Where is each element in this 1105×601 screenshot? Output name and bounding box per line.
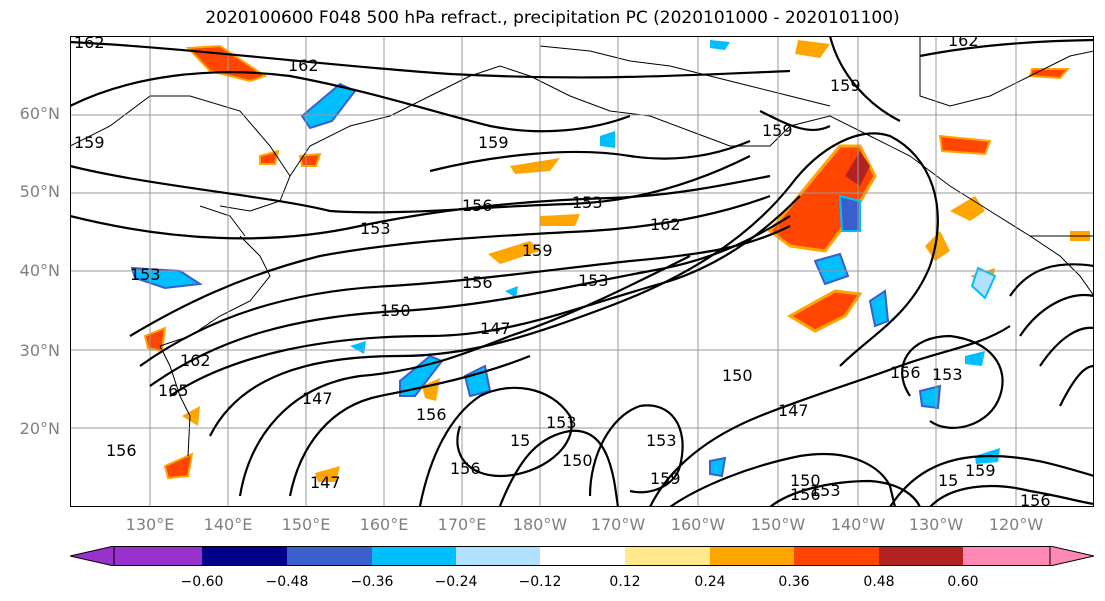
- refractivity-contours: [70, 36, 1094, 507]
- lon-label-160w: 160°W: [670, 515, 726, 534]
- colorbar-tick: −0.48: [265, 574, 309, 590]
- contour-label: 147: [302, 389, 333, 408]
- contour-label: 156: [462, 273, 493, 292]
- precip-shading: [130, 40, 1090, 482]
- contour-label: 150: [562, 451, 593, 470]
- contour-label: 153: [572, 193, 603, 212]
- contour-label: 159: [762, 121, 793, 140]
- contour-label: 15: [510, 431, 530, 450]
- colorbar-tick: 0.24: [694, 574, 726, 590]
- contour-label: 165: [158, 381, 189, 400]
- contour-label: 147: [480, 319, 511, 338]
- lon-label-150w: 150°W: [750, 515, 806, 534]
- contour-label: 159: [965, 461, 996, 480]
- contour-label: 159: [522, 241, 553, 260]
- contour-label: 150: [722, 366, 753, 385]
- colorbar-tick: 0.48: [863, 574, 895, 590]
- contour-label: 159: [74, 133, 105, 152]
- contour-label: 153: [546, 413, 577, 432]
- lat-label-30n: 30°N: [19, 341, 60, 360]
- contour-label: 150: [790, 471, 821, 490]
- colorbar-cell: [879, 546, 963, 566]
- colorbar-cell: [963, 546, 1050, 566]
- lon-label-170w: 170°W: [590, 515, 646, 534]
- contour-label: 153: [646, 431, 677, 450]
- lat-label-20n: 20°N: [19, 419, 60, 438]
- colorbar-cell: [287, 546, 372, 566]
- lon-label-150e: 150°E: [281, 515, 331, 534]
- contour-label: 153: [810, 481, 841, 500]
- colorbar-cell: [540, 546, 625, 566]
- colorbar-tick: 0.60: [947, 574, 979, 590]
- colorbar-cell: [794, 546, 879, 566]
- colorbar-tick: 0.12: [609, 574, 641, 590]
- lon-label-160e: 160°E: [359, 515, 409, 534]
- colorbar-cell: [202, 546, 287, 566]
- colorbar-tick: −0.60: [180, 574, 224, 590]
- contour-label: 150: [380, 301, 411, 320]
- contour-label: 162: [180, 351, 211, 370]
- colorbar-cell: [710, 546, 794, 566]
- contour-label: 159: [830, 76, 861, 95]
- lon-label-140w: 140°W: [830, 515, 886, 534]
- lon-label-130e: 130°E: [125, 515, 175, 534]
- contour-label: 156: [416, 405, 447, 424]
- contour-label: 162: [288, 56, 319, 75]
- contour-label: 156: [106, 441, 137, 460]
- lat-label-60n: 60°N: [19, 104, 60, 123]
- lon-label-170e: 170°E: [437, 515, 487, 534]
- contour-label: 156: [450, 459, 481, 478]
- colorbar-tick: 0.36: [778, 574, 810, 590]
- lon-label-120w: 120°W: [988, 515, 1044, 534]
- contour-label: 162: [74, 36, 105, 52]
- colorbar-tick: −0.36: [350, 574, 394, 590]
- colorbar-cell: [114, 546, 202, 566]
- contour-label: 156: [1020, 491, 1051, 507]
- contour-label: 153: [130, 265, 161, 284]
- colorbar-cell: [625, 546, 710, 566]
- contour-label: 162: [650, 215, 681, 234]
- lat-label-40n: 40°N: [19, 261, 60, 280]
- lon-label-180w: 180°W: [512, 515, 568, 534]
- contour-label: 156: [890, 363, 921, 382]
- plot-title: 2020100600 F048 500 hPa refract., precip…: [205, 8, 900, 28]
- colorbar-cell: [372, 546, 456, 566]
- contour-label: 156: [790, 485, 821, 504]
- contour-label: 147: [310, 473, 341, 492]
- contour-label: 162: [948, 36, 979, 50]
- colorbar-cell: [456, 546, 540, 566]
- lon-label-130w: 130°W: [908, 515, 964, 534]
- lon-label-140e: 140°E: [203, 515, 253, 534]
- contour-label: 159: [650, 469, 681, 488]
- colorbar: [69, 545, 1095, 570]
- contour-label: 153: [932, 365, 963, 384]
- contour-label: 15: [938, 471, 958, 490]
- contour-label: 153: [578, 271, 609, 290]
- map-panel: 162 162 162 159 159 159 159 159 156 156 …: [70, 36, 1094, 507]
- colorbar-tick: −0.24: [434, 574, 478, 590]
- contour-label: 156: [462, 196, 493, 215]
- lat-label-50n: 50°N: [19, 182, 60, 201]
- contour-label: 147: [778, 401, 809, 420]
- contour-label: 159: [478, 133, 509, 152]
- colorbar-tick: −0.12: [518, 574, 562, 590]
- contour-label: 153: [360, 219, 391, 238]
